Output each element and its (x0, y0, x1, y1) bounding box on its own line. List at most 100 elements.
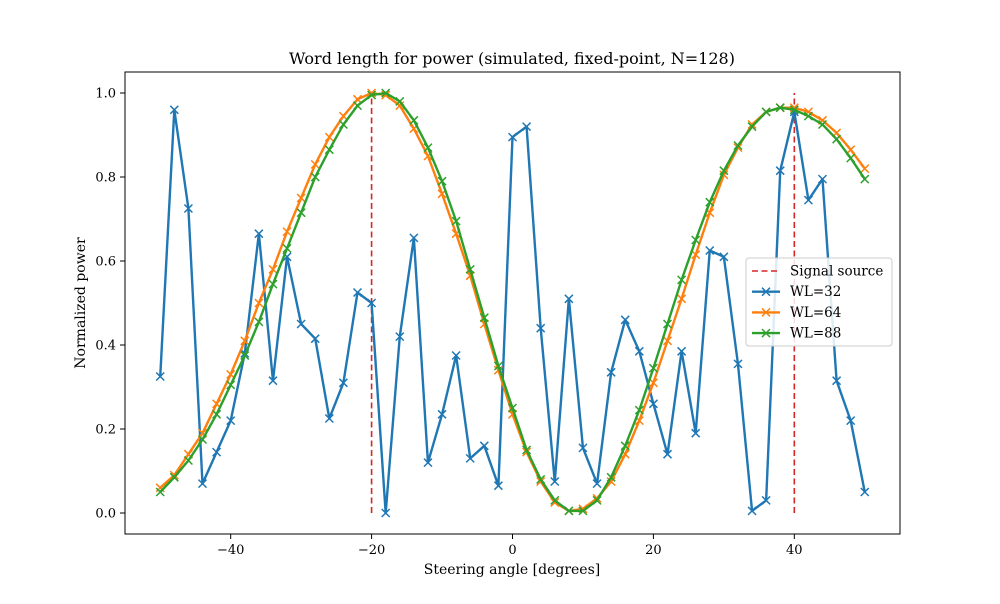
legend-label: WL=64 (790, 305, 841, 321)
series-wl-32-point (832, 376, 842, 386)
series-wl-88-point (747, 122, 757, 132)
series-wl-32-point-stroke (536, 323, 546, 333)
series-wl-32-point (691, 428, 701, 438)
series-wl-64-point (846, 145, 856, 155)
series-wl-88-point-stroke (437, 176, 447, 186)
series-wl-88-point-stroke (747, 122, 757, 132)
series-wl-32-point (324, 413, 334, 424)
series-wl-32-point (268, 376, 278, 386)
series-wl-64-point-stroke (634, 416, 644, 426)
series-wl-32-point-stroke (338, 378, 348, 388)
series-wl-32-point-stroke (423, 458, 433, 468)
series-wl-64-point (606, 476, 616, 487)
series-wl-32-point-stroke (282, 252, 292, 262)
series-wl-88-point-stroke (169, 472, 179, 482)
series-wl-88-point (381, 88, 391, 98)
series-wl-88-point (775, 103, 785, 113)
series-wl-88-point-stroke (634, 405, 644, 415)
series-wl-64-point-stroke (860, 164, 870, 174)
series-wl-88-point (254, 317, 264, 327)
series-wl-64-point-stroke (395, 101, 405, 111)
series-wl-32-point-stroke (437, 409, 447, 419)
series-wl-64-point (240, 336, 250, 346)
series-wl-32-point (423, 458, 433, 468)
series-wl-88-point-stroke (338, 119, 348, 130)
series-wl-88-point (169, 472, 179, 482)
legend-marker-stroke (761, 307, 771, 317)
series-wl-32-point-stroke (648, 399, 658, 409)
legend-marker-stroke (761, 328, 771, 338)
series-wl-32-point (310, 334, 320, 344)
series-wl-64-point-stroke (282, 227, 292, 237)
series-wl-32-point-stroke (677, 346, 687, 356)
series-wl-88-point-stroke (409, 115, 419, 125)
series-wl-88-point-stroke (254, 317, 264, 327)
series-wl-88-point (662, 319, 673, 329)
series-wl-64-point-stroke (606, 476, 616, 487)
legend-label: WL=88 (790, 326, 841, 342)
series-wl-88-point-stroke (451, 216, 461, 226)
series-wl-32-point (860, 487, 870, 497)
y-tick-label: 0.0 (95, 507, 116, 522)
series-wl-88-point (564, 506, 574, 516)
x-axis: −40 −20 0 20 40 (217, 534, 803, 558)
series-wl-88-point-stroke (324, 145, 334, 155)
legend-marker (761, 307, 771, 317)
series-wl-32-point (620, 315, 630, 325)
y-tick-label: 0.4 (95, 339, 116, 354)
series-wl-32-point (507, 132, 518, 142)
series-wl-88-point (536, 474, 546, 484)
series-wl-88-point (507, 403, 518, 413)
series-wl-32-point (550, 476, 560, 487)
series-wl-32-point (155, 371, 165, 382)
series-wl-88-point (677, 275, 687, 285)
series-wl-88-point (592, 495, 602, 505)
series-wl-64-point (254, 298, 264, 308)
series-wl-88-point (578, 506, 588, 516)
series-wl-88-point-stroke (282, 243, 292, 253)
series-wl-88-point (620, 441, 630, 451)
series-wl-88-point-stroke (310, 172, 320, 182)
series-wl-88-point (705, 197, 715, 207)
series-wl-88-point (296, 208, 306, 218)
series-wl-88-point (240, 350, 250, 361)
series-wl-88-point-stroke (381, 88, 391, 98)
series-wl-64-point-stroke (254, 298, 264, 308)
series-wl-88-point (268, 279, 278, 289)
legend-label: Signal source (790, 264, 883, 280)
series-wl-32-point (338, 378, 348, 388)
series-wl-32-point-stroke (169, 105, 179, 115)
series-wl-88-point (832, 134, 842, 144)
series-wl-32-point-stroke (860, 487, 870, 497)
series-wl-88-point-stroke (860, 174, 870, 184)
series-wl-88-point (282, 243, 292, 253)
series-wl-88 (155, 88, 870, 516)
series-wl-32-point-stroke (465, 453, 475, 463)
series-wl-32-point (352, 287, 363, 298)
series-wl-64-point-stroke (268, 264, 278, 274)
series-wl-32-point-stroke (296, 319, 306, 329)
series-wl-32-point-stroke (803, 195, 813, 205)
series-wl-88-point-stroke (183, 455, 193, 466)
series-wl-32-point (803, 195, 813, 205)
series-wl-88-point-stroke (550, 495, 560, 505)
series-wl-32-point-stroke (409, 233, 419, 243)
series-wl-64-point (677, 294, 687, 304)
series-wl-64-point-stroke (648, 378, 658, 388)
series-wl-88-point-stroke (465, 264, 475, 274)
series-wl-64-point-stroke (310, 159, 320, 169)
series-wl-64-point-stroke (324, 132, 334, 142)
series-wl-88-point (817, 119, 828, 130)
series-wl-64-point-stroke (296, 193, 306, 203)
series-wl-64-point-stroke (620, 449, 630, 459)
series-wl-88-point-stroke (789, 105, 799, 115)
series-wl-32-point-stroke (733, 359, 743, 369)
series-wl-32-point-stroke (183, 203, 193, 214)
series-wl-64-point (310, 159, 320, 169)
series-wl-88-point (733, 140, 743, 151)
series-wl-32-point-stroke (832, 376, 842, 386)
series-wl-88-point-stroke (197, 434, 208, 445)
series-wl-88-point (197, 434, 208, 445)
series-wl-32-point (197, 479, 208, 489)
